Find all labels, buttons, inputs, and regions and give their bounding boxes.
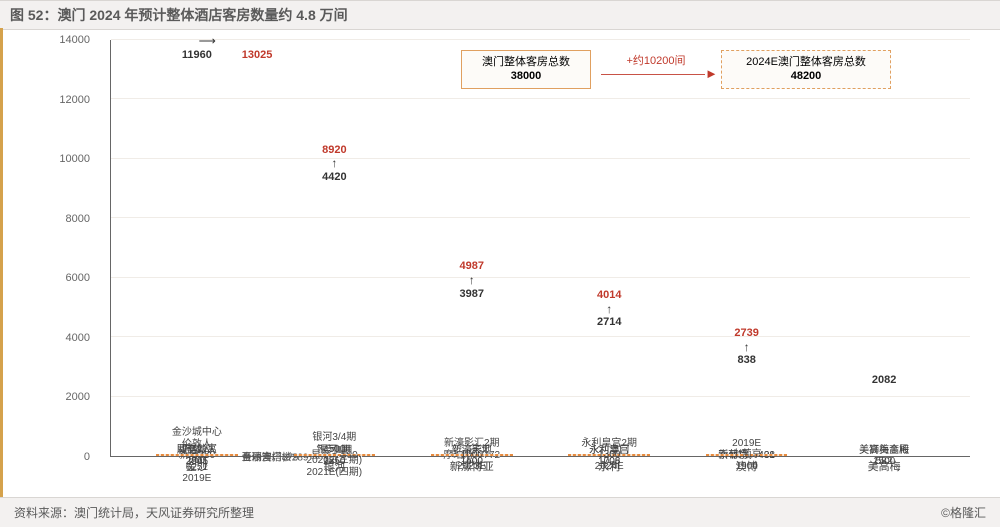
y-tick: 2000	[66, 391, 90, 403]
chart-area: 0 2000 4000 6000 8000 10000 12000 14000 澳门整体客房总…	[40, 30, 970, 477]
y-tick: 8000	[66, 213, 90, 225]
bar-total-current: 2082	[872, 374, 896, 386]
accent-bar	[0, 28, 3, 501]
bar-segment: 四季公寓 660	[156, 454, 238, 456]
bar-segment: 2019E 上葡京 1900	[706, 454, 788, 456]
arrow-up-icon: ↑	[606, 302, 612, 316]
summary-current-value: 38000	[511, 70, 542, 82]
segment-callout-top: 圣瑞吉塔楼	[242, 449, 292, 464]
bar-total-future: 8920	[322, 144, 346, 156]
chart-title: 图 52：澳门 2024 年预计整体酒店客房数量约 4.8 万间	[0, 0, 1000, 30]
plot-area: 澳门整体客房总数 38000 +约10200间 ――――――――► 2024E澳…	[110, 40, 970, 457]
bar-segment: 新濠影汇2期 1000 2023E	[431, 454, 513, 456]
summary-future-value: 48200	[791, 70, 822, 82]
source-text: 资料来源：澳门统计局，天风证券研究所整理	[14, 504, 254, 521]
bar-total-future: 4987	[460, 260, 484, 272]
y-tick: 4000	[66, 332, 90, 344]
summary-future-label: 2024E澳门整体客房总数	[730, 55, 882, 69]
chart-title-text: 图 52：澳门 2024 年预计整体酒店客房数量约 4.8 万间	[10, 7, 348, 23]
summary-arrow-icon: ――――――――►	[601, 66, 711, 81]
gridline	[111, 98, 970, 99]
bar-total-future: 13025	[242, 49, 273, 61]
y-axis: 02000400060008000100001200014000	[40, 40, 100, 457]
arrow-up-icon: ↑	[744, 340, 750, 354]
y-tick: 12000	[59, 94, 90, 106]
y-tick: 6000	[66, 272, 90, 284]
bar-total-current: 2714	[597, 316, 621, 328]
gridline	[111, 277, 970, 278]
bar-segment: 永利皇宫2期 1300 2024E	[568, 454, 650, 456]
y-tick: 0	[84, 451, 90, 463]
bar-total-current: 11960	[182, 49, 212, 61]
y-tick: 14000	[59, 34, 90, 46]
arrow-up-icon: ⟶	[199, 34, 216, 48]
bar-segment: 银河3/4期 4500 2020E(三期) 2021E(四期)	[294, 454, 376, 456]
arrow-up-icon: ↑	[331, 156, 337, 170]
gridline	[111, 39, 970, 40]
y-tick: 10000	[59, 153, 90, 165]
summary-current-label: 澳门整体客房总数	[470, 55, 582, 69]
gridline	[111, 336, 970, 337]
bar-total-future: 4014	[597, 289, 621, 301]
bar-total-future: 2739	[734, 327, 758, 339]
gridline	[111, 158, 970, 159]
arrow-up-icon: ↑	[469, 273, 475, 287]
bar-total-current: 4420	[322, 171, 346, 183]
gridline	[111, 396, 970, 397]
source-brand: ©格隆汇	[941, 504, 986, 521]
gridline	[111, 217, 970, 218]
bar-total-current: 3987	[460, 288, 484, 300]
source-bar: 资料来源：澳门统计局，天风证券研究所整理 ©格隆汇	[0, 497, 1000, 527]
summary-future-box: 2024E澳门整体客房总数 48200	[721, 50, 891, 89]
bar-total-current: 838	[737, 354, 755, 366]
summary-current-box: 澳门整体客房总数 38000	[461, 50, 591, 89]
